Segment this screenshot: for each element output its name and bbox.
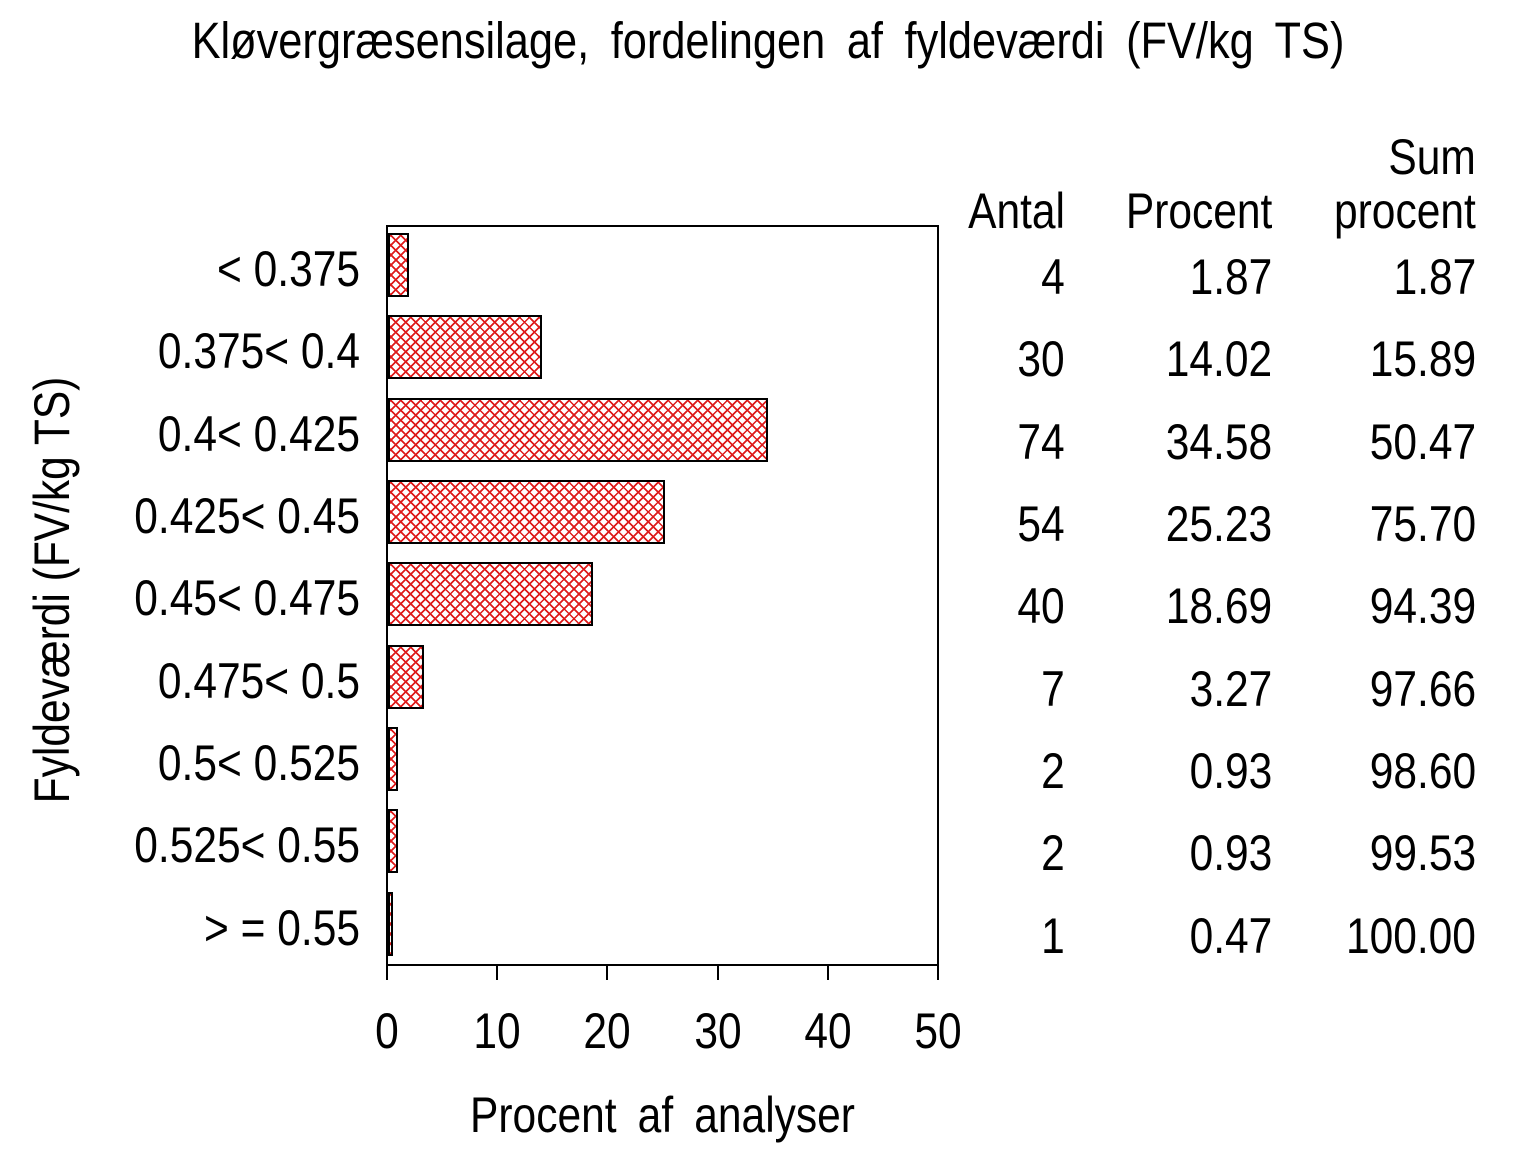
procent-value: 34.58 — [1165, 413, 1272, 470]
antal-value: 1 — [1041, 907, 1065, 964]
procent-value: 25.23 — [1165, 495, 1272, 552]
sum-procent-value: 100.00 — [1346, 907, 1476, 964]
bar — [388, 644, 424, 709]
sum-procent-value: 94.39 — [1369, 578, 1476, 635]
sum-procent-value: 98.60 — [1369, 742, 1476, 799]
category-label: 0.525< 0.55 — [134, 817, 360, 874]
procent-value: 18.69 — [1165, 578, 1272, 635]
category-label: > = 0.55 — [204, 899, 360, 956]
plot-area — [386, 225, 939, 966]
antal-value: 54 — [1017, 495, 1065, 552]
col-header-sum-procent-line2: procent — [1334, 183, 1476, 239]
antal-value: 40 — [1017, 578, 1065, 635]
bar — [388, 315, 542, 380]
bar — [388, 809, 399, 874]
bar — [388, 479, 666, 544]
procent-value: 0.93 — [1189, 825, 1272, 882]
x-tick-label: 50 — [914, 1003, 962, 1059]
antal-value: 2 — [1041, 742, 1065, 799]
col-header-procent: Procent — [1125, 183, 1272, 239]
x-axis-tick — [496, 966, 499, 980]
x-axis-tick — [606, 966, 609, 980]
sum-procent-value: 99.53 — [1369, 825, 1476, 882]
procent-value: 3.27 — [1189, 660, 1272, 717]
procent-value: 0.93 — [1189, 742, 1272, 799]
bar — [388, 397, 768, 462]
col-header-sum-procent-line1: Sum — [1388, 129, 1476, 185]
sum-procent-value: 15.89 — [1369, 331, 1476, 388]
category-label: 0.375< 0.4 — [157, 323, 360, 380]
x-axis-tick — [826, 966, 829, 980]
category-label: 0.4< 0.425 — [157, 405, 360, 462]
x-axis-tick — [937, 966, 939, 980]
category-label: 0.45< 0.475 — [134, 570, 360, 627]
col-header-antal: Antal — [968, 183, 1065, 239]
bar — [388, 562, 594, 627]
x-axis-tick — [716, 966, 719, 980]
sum-procent-value: 50.47 — [1369, 413, 1476, 470]
antal-value: 30 — [1017, 331, 1065, 388]
chart-title: Kløvergræsensilage, fordelingen af fylde… — [191, 12, 1345, 69]
bar — [388, 726, 399, 791]
x-tick-label: 30 — [693, 1003, 742, 1059]
antal-value: 4 — [1041, 249, 1065, 305]
category-label: 0.5< 0.525 — [157, 734, 360, 791]
procent-value: 0.47 — [1189, 907, 1272, 964]
procent-value: 14.02 — [1165, 331, 1272, 388]
x-tick-label: 0 — [375, 1003, 399, 1059]
antal-value: 74 — [1017, 413, 1065, 470]
x-axis-title: Procent af analyser — [470, 1087, 855, 1143]
sum-procent-value: 75.70 — [1369, 495, 1476, 552]
antal-value: 7 — [1041, 660, 1065, 717]
procent-value: 1.87 — [1189, 249, 1272, 305]
category-label: 0.475< 0.5 — [157, 652, 360, 709]
x-axis-tick — [386, 966, 388, 980]
sum-procent-value: 1.87 — [1393, 249, 1476, 305]
category-label: < 0.375 — [217, 241, 360, 297]
antal-value: 2 — [1041, 825, 1065, 882]
bar — [388, 233, 409, 297]
bar — [388, 891, 394, 956]
x-tick-label: 40 — [804, 1003, 852, 1059]
sum-procent-value: 97.66 — [1369, 660, 1476, 717]
category-label: 0.425< 0.45 — [134, 487, 360, 544]
x-tick-label: 10 — [473, 1003, 521, 1059]
x-tick-label: 20 — [583, 1003, 632, 1059]
